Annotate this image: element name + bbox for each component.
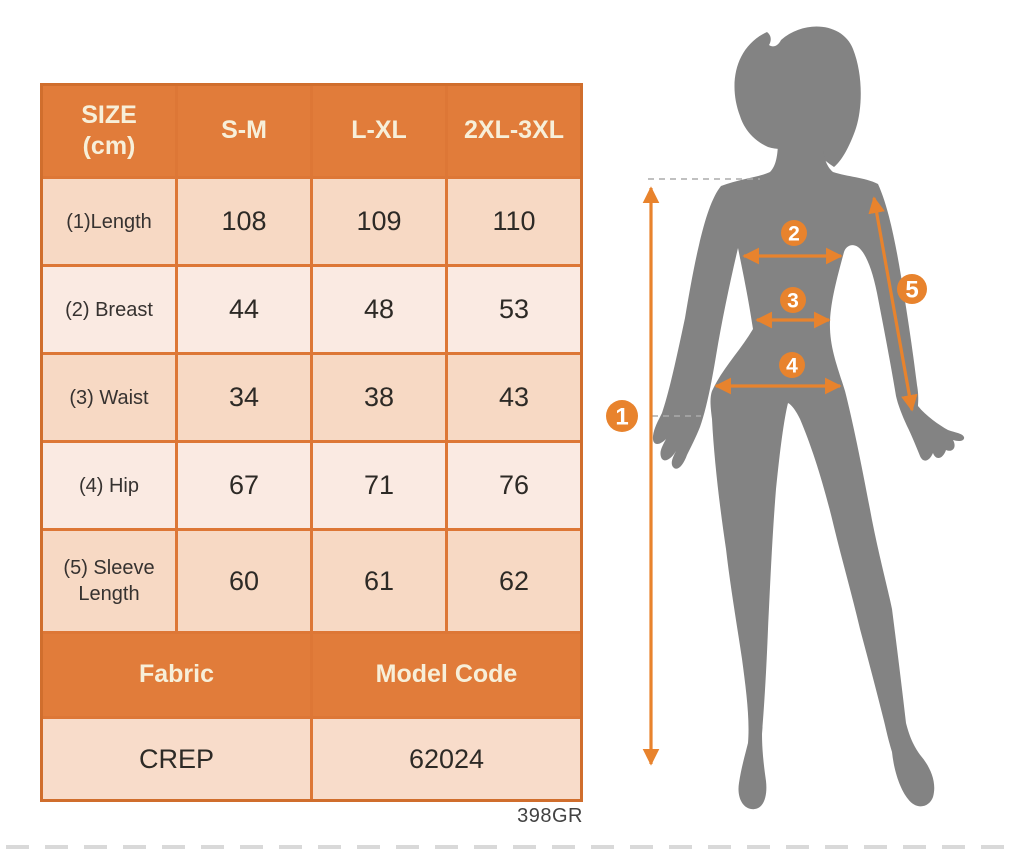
marker-4: 4 bbox=[779, 352, 805, 378]
hip-value-2xl-3xl: 76 bbox=[448, 443, 580, 528]
measurement-figure: 1 2 3 4 5 bbox=[606, 26, 965, 810]
marker-1-number: 1 bbox=[615, 404, 628, 431]
female-silhouette bbox=[652, 26, 965, 810]
row-label-breast: (2) Breast bbox=[43, 267, 175, 352]
sleeve-value-2xl-3xl: 62 bbox=[448, 531, 580, 631]
breast-value-2xl-3xl: 53 bbox=[448, 267, 580, 352]
marker-2-circle bbox=[781, 220, 807, 246]
breast-value-s-m: 44 bbox=[178, 267, 310, 352]
length-value-2xl-3xl: 110 bbox=[448, 179, 580, 264]
waist-value-2xl-3xl: 43 bbox=[448, 355, 580, 440]
product-code-footnote: 398GR bbox=[517, 805, 583, 827]
row-label-hip: (4) Hip bbox=[43, 443, 175, 528]
size-chart-table: SIZE (cm) S-M L-XL 2XL-3XL (1)Length 108… bbox=[40, 83, 583, 802]
marker-5-circle bbox=[897, 274, 927, 304]
marker-5: 5 bbox=[897, 274, 927, 304]
sleeve-value-l-xl: 61 bbox=[313, 531, 445, 631]
model-code-value: 62024 bbox=[313, 719, 580, 799]
fabric-value: CREP bbox=[43, 719, 310, 799]
fabric-header: Fabric bbox=[43, 634, 310, 716]
size-unit-header: SIZE (cm) bbox=[43, 86, 175, 176]
model-code-header: Model Code bbox=[313, 634, 580, 716]
column-header-s-m: S-M bbox=[178, 86, 310, 176]
marker-4-circle bbox=[779, 352, 805, 378]
waist-value-s-m: 34 bbox=[178, 355, 310, 440]
marker-2: 2 bbox=[781, 220, 807, 246]
length-value-s-m: 108 bbox=[178, 179, 310, 264]
row-label-length: (1)Length bbox=[43, 179, 175, 264]
silhouette-hair bbox=[734, 26, 861, 168]
sleeve-value-s-m: 60 bbox=[178, 531, 310, 631]
row-label-waist: (3) Waist bbox=[43, 355, 175, 440]
breast-value-l-xl: 48 bbox=[313, 267, 445, 352]
row-label-sleeve-length: (5) Sleeve Length bbox=[43, 531, 175, 631]
waist-value-l-xl: 38 bbox=[313, 355, 445, 440]
column-header-l-xl: L-XL bbox=[313, 86, 445, 176]
length-value-l-xl: 109 bbox=[313, 179, 445, 264]
hip-value-l-xl: 71 bbox=[313, 443, 445, 528]
marker-4-number: 4 bbox=[786, 355, 798, 378]
sleeve-measure-arrow bbox=[868, 196, 918, 412]
bottom-dotted-divider bbox=[6, 845, 1018, 849]
silhouette-body bbox=[652, 140, 965, 810]
marker-3-number: 3 bbox=[787, 290, 799, 313]
column-header-2xl-3xl: 2XL-3XL bbox=[448, 86, 580, 176]
size-unit-header-label: SIZE (cm) bbox=[81, 100, 137, 160]
marker-2-number: 2 bbox=[788, 223, 800, 246]
marker-1-circle bbox=[606, 400, 638, 432]
marker-3: 3 bbox=[780, 287, 806, 313]
hip-value-s-m: 67 bbox=[178, 443, 310, 528]
marker-5-number: 5 bbox=[905, 277, 918, 304]
marker-3-circle bbox=[780, 287, 806, 313]
marker-1: 1 bbox=[606, 400, 638, 432]
